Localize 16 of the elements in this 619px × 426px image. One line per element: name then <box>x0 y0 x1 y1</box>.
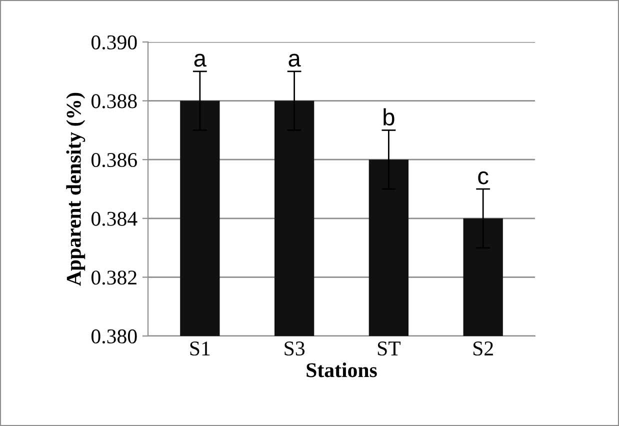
x-tick-label: ST <box>378 342 401 356</box>
y-tick-label: 0.380 <box>92 329 137 344</box>
y-tick-label: 0.384 <box>92 212 138 226</box>
x-tick-label: S1 <box>190 342 210 356</box>
annotation: c <box>478 171 488 184</box>
x-axis-title: Stations <box>306 362 377 378</box>
x-tick-label: S3 <box>284 342 304 356</box>
annotation: a <box>194 54 206 67</box>
annotation: b <box>384 108 394 126</box>
x-tick-label: S2 <box>473 342 493 356</box>
y-tick-label: 0.388 <box>92 94 137 108</box>
y-tick-label: 0.386 <box>92 152 137 168</box>
y-tick-label: 0.390 <box>92 35 137 50</box>
annotation: a <box>288 54 301 67</box>
y-axis-title: Apparent density (%) <box>66 92 86 286</box>
y-tick-label: 0.382 <box>92 270 136 285</box>
